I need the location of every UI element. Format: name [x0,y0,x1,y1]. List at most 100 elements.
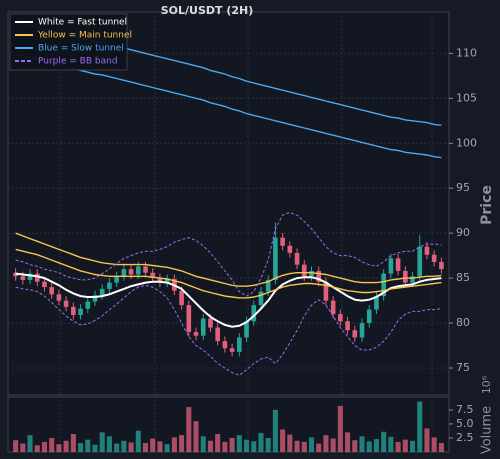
volume-bar [70,434,76,452]
y-tick-label: 75 [456,361,470,374]
y-tick-label: 85 [456,271,470,284]
volume-bar [13,440,19,452]
y-tick-label: 110 [456,46,477,59]
volume-bar [330,438,336,452]
candle-body [359,323,365,338]
volume-bar [316,443,322,452]
candle-body [258,291,264,306]
volume-bar [417,401,423,452]
legend-label: White = Fast tunnel [38,18,127,28]
volume-bar [179,435,185,452]
volume-bar [308,437,315,452]
volume-bar [388,436,394,452]
candle-body [157,278,163,283]
candle-body [208,318,213,328]
volume-bar [280,429,286,452]
candle-body [56,294,62,301]
candle-body [374,296,379,310]
candle-body [92,295,98,302]
volume-bar [20,443,26,452]
chart-title: SOL/USDT (2H) [161,4,254,17]
y-tick-label: 90 [456,226,470,239]
candle-body [222,341,228,349]
candle-body [85,301,91,309]
candle-body [135,266,141,275]
volume-bar [135,430,141,452]
candle-body [345,321,350,331]
volume-tick-label: 2.5 [456,431,474,444]
volume-bar [207,440,213,452]
candle-body [381,273,386,297]
volume-bar [78,443,84,452]
candle-body [294,252,300,265]
candle-body [121,269,127,277]
y-tick-label: 105 [456,91,477,104]
candle-body [366,309,372,324]
legend-label: Yellow = Main tunnel [37,31,132,41]
volume-bar [49,437,55,452]
candle-body [251,305,257,322]
volume-bar [164,444,170,452]
volume-axis-label: Volume [480,406,495,454]
volume-tick-label: 5.0 [456,417,474,430]
volume-bar [229,437,235,452]
volume-tick-label: 7.5 [456,403,474,416]
candle-body [71,306,76,315]
volume-bar [352,440,358,452]
candle-body [215,327,220,342]
candle-body [128,269,134,275]
volume-bar [272,409,278,452]
volume-bar [171,437,177,452]
volume-bar [193,421,199,452]
candle-body [99,288,105,296]
indicator-line [15,284,442,376]
volume-bar [287,434,293,452]
y-axis-label: Price [479,185,495,225]
candle-body [280,237,285,246]
candle-body [164,279,170,283]
candle-body [410,276,415,283]
volume-bar [128,442,134,452]
volume-bar [345,432,351,452]
volume-bar [431,437,437,452]
candle-body [330,300,336,315]
candle-body [273,237,278,280]
legend-label: Blue = Slow tunnel [38,44,124,54]
volume-bar [92,444,98,452]
plot: 75 80 85 90 95 100 105 110 2.55.07.5 [8,21,477,452]
volume-bar [27,435,33,452]
volume-bar [366,441,372,452]
candle-body [78,308,83,315]
volume-bar [323,435,329,452]
volume-bar [150,438,156,452]
candle-body [265,279,271,292]
indicator-line [15,248,442,299]
volume-bar [409,440,416,452]
volume-bar [265,437,271,452]
indicator-line [15,211,442,297]
candle-body [417,246,423,277]
volume-bar [381,431,387,452]
volume-bar [438,443,444,452]
candle-body [229,348,235,352]
candle-body [114,276,119,283]
candle-body [150,272,156,279]
candle-body [439,261,444,270]
legend-label: Purple = BB band [38,57,118,67]
volume-bar [186,407,192,452]
volume-bar [121,440,127,452]
candle-body [107,282,112,289]
volume-bar [63,440,69,452]
x-grid [59,12,433,452]
candle-body [143,266,148,273]
volume-bar [34,445,40,452]
volume-bar [258,432,264,452]
volume-bar [41,441,48,452]
candle-body [323,281,329,301]
volume-bar [56,444,62,452]
candle-body [193,332,199,336]
candle-body [244,321,249,338]
volume-bar [106,436,112,452]
